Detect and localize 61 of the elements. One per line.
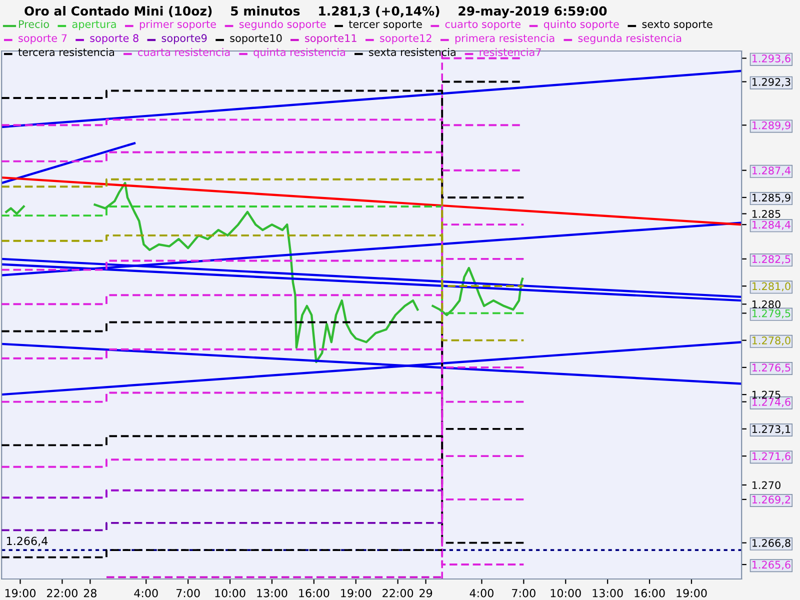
legend-label: cuarta resistencia: [138, 48, 230, 56]
legend-label: sexta resistencia: [369, 48, 456, 56]
ref-line-label: 1.266,4: [6, 536, 48, 546]
x-tick-label: 28: [84, 588, 96, 598]
x-tick-label: 29: [420, 588, 432, 598]
legend-label: sexto soporte: [642, 20, 712, 30]
x-tick-label: 4:00: [470, 588, 494, 598]
legend-label: tercera resistencia: [18, 48, 114, 56]
x-tick-label: 16:00: [634, 588, 665, 598]
legend-label: resistencia7: [480, 48, 541, 56]
x-tick-label: 10:00: [215, 588, 246, 598]
y-tick-label: 1.279,5: [752, 309, 790, 318]
legend-label: soporte9: [162, 34, 207, 44]
legend-label: soporte 8: [90, 34, 138, 44]
legend-label: primer soporte: [140, 20, 216, 30]
y-tick-label: 1.280: [752, 300, 780, 308]
y-tick-label: 1.278,0: [752, 336, 790, 346]
x-tick-label: 7:00: [512, 588, 536, 598]
y-tick-label: 1.282,5: [752, 255, 790, 264]
y-tick-label: 1.281,0: [752, 282, 790, 292]
y-tick-label: 1.289,9: [752, 121, 790, 130]
y-tick-label: 1.273,1: [752, 425, 790, 434]
legend-label: segundo soporte: [239, 20, 326, 30]
x-tick-label: 13:00: [257, 588, 288, 598]
x-tick-label: 22:00: [47, 588, 78, 598]
legend-label: tercer soporte: [348, 20, 422, 30]
y-tick-label: 1.287,4: [752, 166, 790, 176]
y-tick-label: 1.276,5: [752, 364, 790, 373]
y-tick-label: 1.266,8: [752, 539, 790, 548]
x-tick-label: 19:00: [5, 588, 36, 598]
legend-label: soporte 7: [18, 34, 67, 44]
y-tick-label: 1.292,3: [752, 78, 790, 87]
legend-label: segunda resistencia: [578, 34, 682, 44]
y-tick-label: 1.270: [752, 481, 780, 490]
legend-label: primera resistencia: [455, 34, 554, 44]
legend-label: soporte12: [380, 34, 432, 44]
legend-label: Precio: [19, 20, 49, 28]
y-tick-label: 1.269,2: [752, 496, 790, 505]
x-tick-label: 4:00: [134, 588, 158, 598]
y-tick-label: 1.275: [752, 390, 780, 399]
x-tick-label: 7:00: [176, 588, 200, 598]
y-tick-label: 1.271,6: [752, 452, 790, 462]
y-tick-label: 1.293,6: [752, 54, 790, 64]
x-tick-label: 22:00: [382, 588, 414, 598]
x-tick-label: 10:00: [550, 588, 581, 598]
x-tick-label: 16:00: [299, 588, 330, 598]
x-tick-label: 19:00: [341, 588, 372, 598]
legend-label: apertura: [72, 20, 116, 30]
y-tick-label: 1.265,6: [752, 560, 790, 570]
legend-label: quinta resistencia: [254, 48, 345, 58]
y-tick-label: 1.284,4: [752, 220, 790, 230]
legend-label: soporte10: [230, 34, 282, 44]
x-tick-label: 19:00: [676, 588, 707, 598]
legend-label: soporte11: [305, 34, 356, 44]
chart-title: Oro al Contado Mini (10oz) 5 minutos 1.281,3 (+0,14%) 29-may-2019 6:59:00: [24, 6, 607, 18]
y-tick-label: 1.274,6: [752, 398, 790, 407]
legend-label: cuarto soporte: [445, 20, 521, 30]
legend-label: quinto soporte: [544, 20, 619, 30]
y-tick-label: 1.285,9: [752, 194, 790, 203]
x-tick-label: 13:00: [592, 588, 623, 598]
y-tick-label: 1.285: [752, 210, 780, 218]
